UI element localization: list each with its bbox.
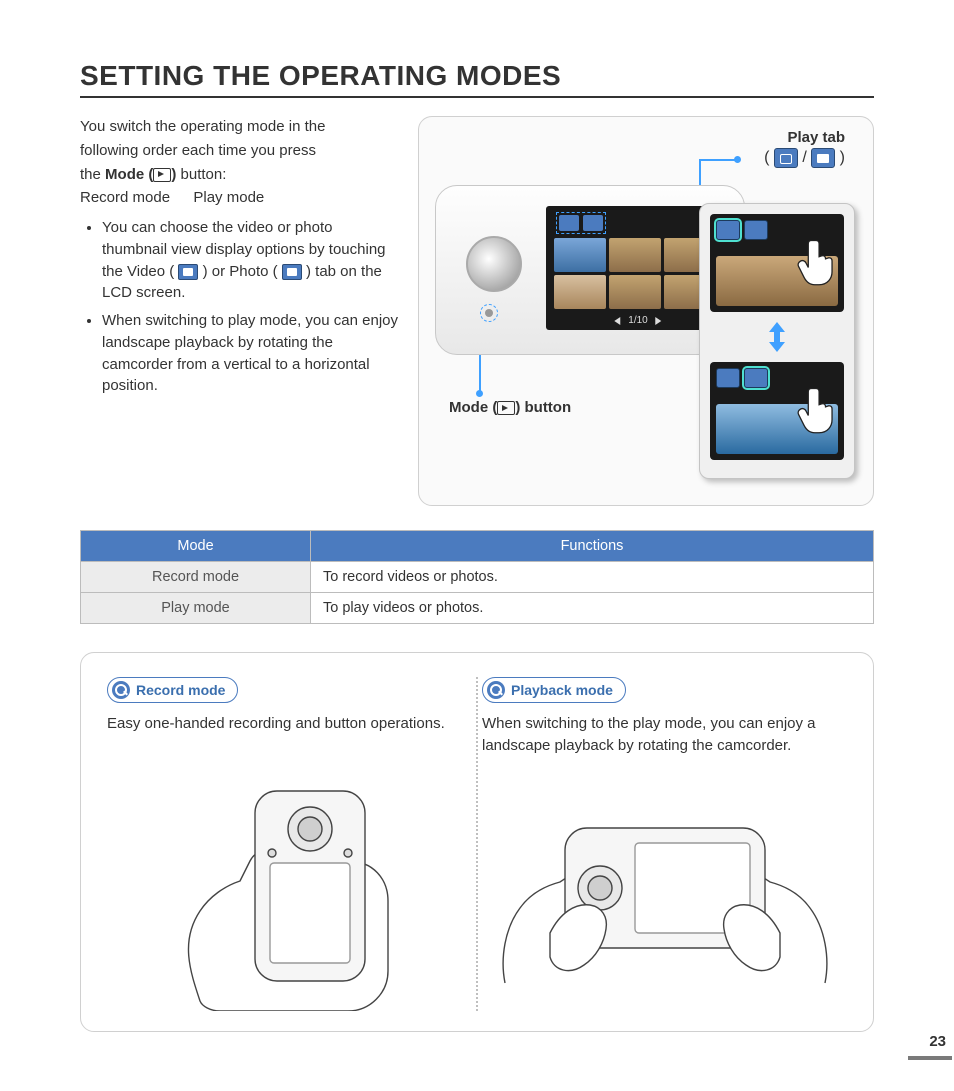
pill-label: Playback mode (511, 680, 613, 700)
playback-mode-column: Playback mode When switching to the play… (482, 677, 847, 1011)
play-tab-text: Play tab (764, 129, 845, 146)
photo-tab-icon (282, 264, 302, 280)
photo-tab-icon (811, 148, 835, 168)
video-tab-icon (559, 215, 579, 231)
toggle-arrow-icon (766, 322, 788, 352)
callout-line (699, 159, 737, 161)
label-fragment: Mode ( (449, 399, 497, 416)
mode-word: Mode ( (105, 166, 153, 183)
intro-line: You switch the operating mode in the (80, 116, 400, 138)
mode-button-callout-label: Mode ( ) button (449, 399, 571, 416)
intro-text-column: You switch the operating mode in the fol… (80, 116, 400, 506)
function-cell: To record videos or photos. (311, 562, 874, 593)
intro-line: the Mode () button: (80, 164, 400, 186)
intro-fragment: the (80, 166, 105, 183)
zoom-tabs (716, 368, 768, 388)
top-section: You switch the operating mode in the fol… (80, 116, 874, 506)
playback-mode-desc: When switching to the play mode, you can… (482, 713, 847, 757)
mode-play-icon (153, 168, 171, 182)
col-header-functions: Functions (311, 531, 874, 562)
video-tab-icon (178, 264, 198, 280)
function-cell: To play videos or photos. (311, 593, 874, 624)
video-tab-icon (716, 220, 740, 240)
photo-tab-icon (583, 215, 603, 231)
page-number-bar (908, 1056, 952, 1060)
play-tab-callout-label: Play tab ( / ) (764, 129, 845, 168)
mode-cell: Record mode (81, 562, 311, 593)
play-tabs-highlight (556, 212, 606, 234)
pager: 1/10 (614, 315, 661, 326)
magnifier-icon (487, 681, 505, 699)
mode-cell: Play mode (81, 593, 311, 624)
thumbnail (609, 238, 661, 272)
record-mode-illustration (107, 751, 472, 1011)
record-mode-pill: Record mode (107, 677, 238, 703)
table-row: Record mode To record videos or photos. (81, 562, 874, 593)
photo-tab-icon (744, 368, 768, 388)
playback-mode-illustration (482, 773, 847, 993)
pill-label: Record mode (136, 680, 225, 700)
prev-icon (614, 317, 620, 325)
playback-mode-pill: Playback mode (482, 677, 626, 703)
page-title: SETTING THE OPERATING MODES (80, 60, 874, 98)
zoom-tabs (716, 220, 768, 240)
separator: / (798, 149, 811, 166)
touch-hand-icon (796, 382, 840, 436)
video-tab-icon (774, 148, 798, 168)
callout-dot (734, 156, 741, 163)
modes-sequence: Record mode Play mode (80, 187, 400, 209)
diagram-panel: Play tab ( / ) (418, 116, 874, 506)
mode-button-highlight (480, 304, 498, 322)
zoom-video-state (710, 214, 844, 312)
thumbnail (609, 275, 661, 309)
modes-table: Mode Functions Record mode To record vid… (80, 530, 874, 624)
label-fragment: ) button (515, 399, 571, 416)
callout-dot (476, 390, 483, 397)
pager-text: 1/10 (628, 315, 647, 326)
usage-panel: Record mode Easy one-handed recording an… (80, 652, 874, 1032)
photo-tab-icon (744, 220, 768, 240)
lens-icon (466, 236, 522, 292)
bullet-item: You can choose the video or photo thumbn… (102, 217, 400, 304)
intro-line: following order each time you press (80, 140, 400, 162)
table-header-row: Mode Functions (81, 531, 874, 562)
record-mode-column: Record mode Easy one-handed recording an… (107, 677, 472, 1011)
bullet-item: When switching to play mode, you can enj… (102, 310, 400, 397)
zoom-inset-panel (699, 203, 855, 479)
column-divider (476, 677, 478, 1011)
col-header-mode: Mode (81, 531, 311, 562)
thumbnail (554, 238, 606, 272)
intro-bullets: You can choose the video or photo thumbn… (80, 217, 400, 397)
magnifier-icon (112, 681, 130, 699)
play-tab-icons: ( / ) (764, 148, 845, 168)
mode-play-icon (497, 401, 515, 415)
touch-hand-icon (796, 234, 840, 288)
bullet-fragment: ) or Photo ( (203, 263, 282, 280)
thumbnail (554, 275, 606, 309)
video-tab-icon (716, 368, 740, 388)
thumbnail-grid (554, 238, 716, 309)
record-mode-desc: Easy one-handed recording and button ope… (107, 713, 472, 735)
intro-fragment: button: (181, 166, 227, 183)
next-icon (656, 317, 662, 325)
table-row: Play mode To play videos or photos. (81, 593, 874, 624)
page-number: 23 (929, 1033, 946, 1050)
intro-fragment: ) (171, 166, 180, 183)
zoom-photo-state (710, 362, 844, 460)
